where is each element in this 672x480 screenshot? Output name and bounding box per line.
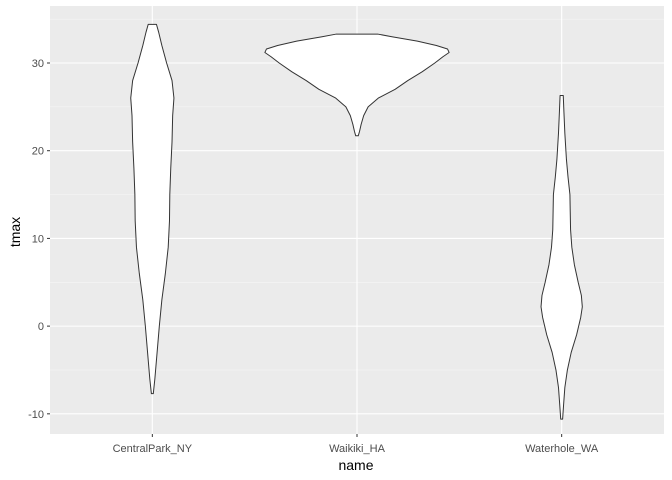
violin-CentralPark_NY — [130, 23, 175, 395]
x-tick-label: Waikiki_HA — [329, 443, 385, 455]
x-tick-label: CentralPark_NY — [113, 443, 193, 455]
y-tick-label: 10 — [32, 233, 44, 245]
y-tick-label: 0 — [38, 321, 44, 333]
x-axis-title: name — [338, 457, 373, 473]
y-axis-ticks: -10 0 10 20 30 — [28, 58, 50, 421]
y-tick-label: 20 — [32, 146, 44, 158]
y-tick-label: -10 — [28, 409, 44, 421]
x-axis-ticks: CentralPark_NY Waikiki_HA Waterhole_WA — [113, 434, 599, 455]
x-tick-label: Waterhole_WA — [525, 443, 599, 455]
violin-Waterhole_WA — [540, 94, 583, 420]
violins — [130, 23, 583, 420]
y-axis-title: tmax — [7, 217, 23, 247]
violin-Waikiki_HA — [264, 33, 450, 137]
y-tick-label: 30 — [32, 58, 44, 70]
